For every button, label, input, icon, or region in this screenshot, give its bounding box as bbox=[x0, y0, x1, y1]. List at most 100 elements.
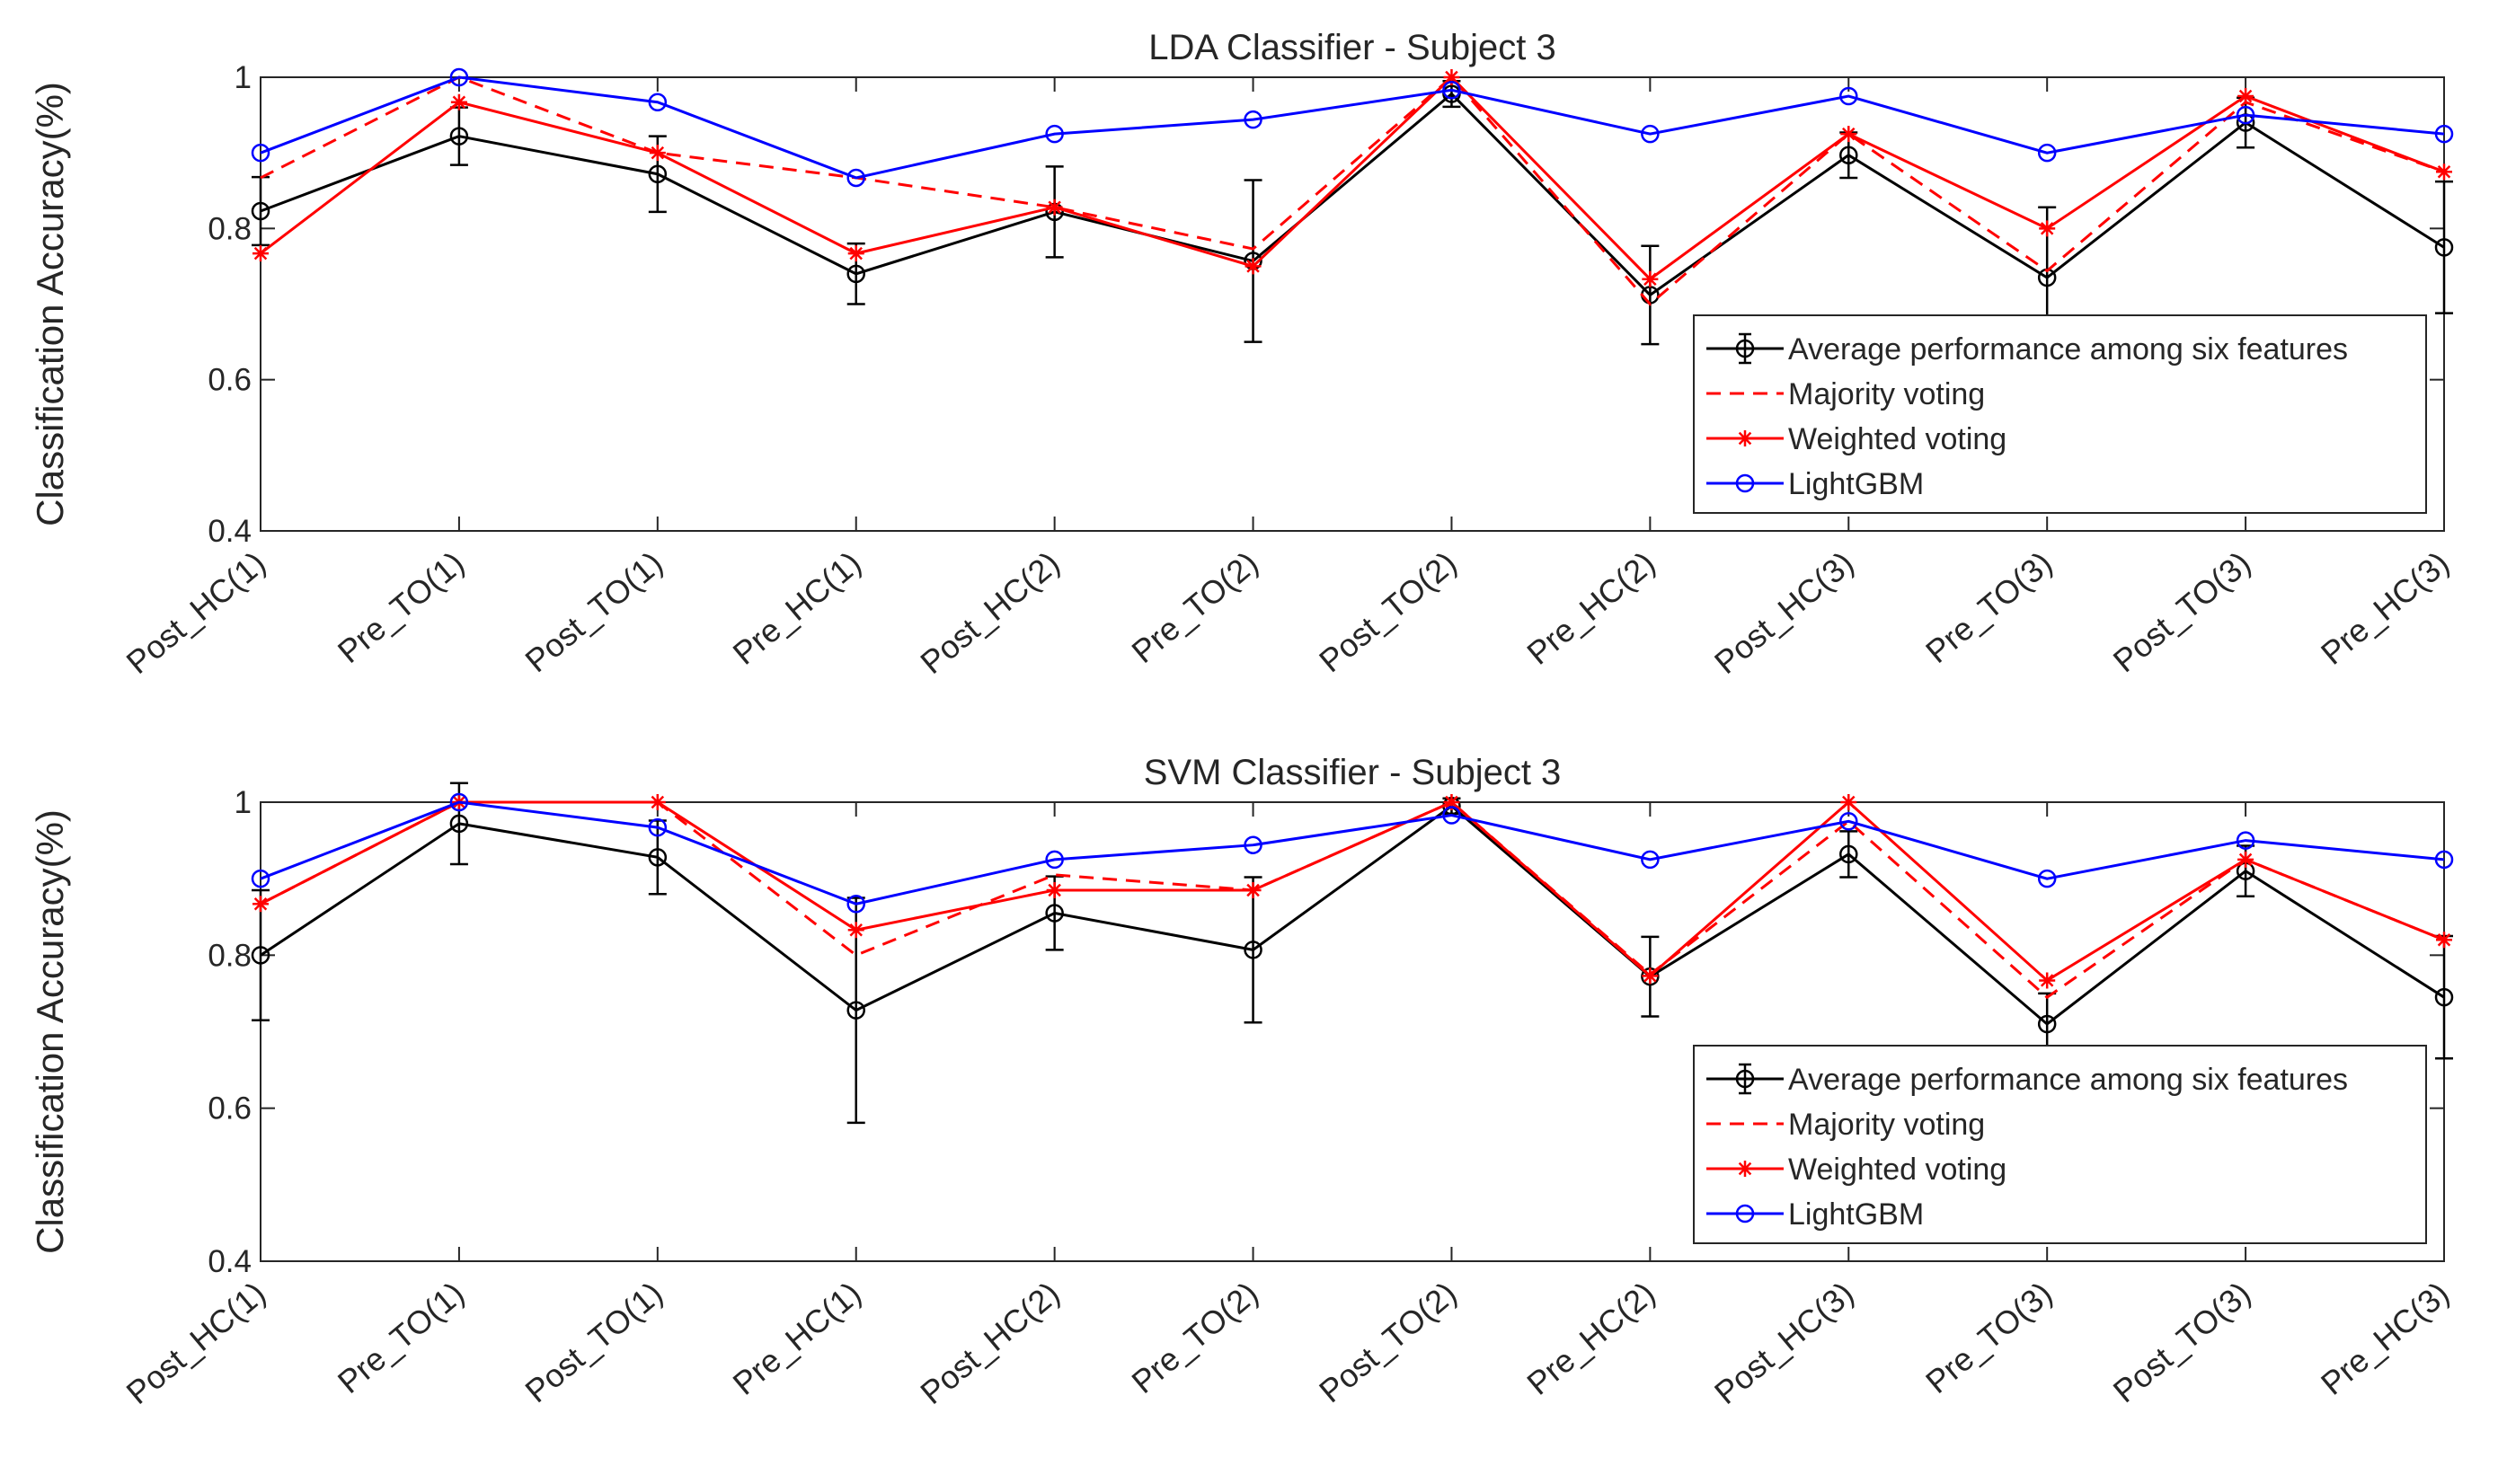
legend-label: Weighted voting bbox=[1788, 422, 2006, 456]
data-point bbox=[2434, 850, 2454, 870]
y-tick-label: 1 bbox=[235, 785, 252, 820]
x-tick-label: Post_TO(1) bbox=[518, 1275, 669, 1410]
series-line bbox=[260, 75, 2445, 180]
y-tick-label: 0.8 bbox=[208, 211, 252, 246]
x-tick-label: Pre_HC(3) bbox=[2314, 544, 2456, 672]
x-tick-label: Post_HC(3) bbox=[1707, 1275, 1860, 1411]
x-tick-label: Pre_HC(2) bbox=[1519, 544, 1661, 672]
data-point bbox=[252, 245, 269, 262]
data-point bbox=[1244, 835, 1262, 854]
legend-label: Weighted voting bbox=[1788, 1153, 2006, 1187]
legend-marker bbox=[1737, 1161, 1753, 1177]
x-tick-label: Post_HC(2) bbox=[913, 544, 1066, 681]
series-line bbox=[260, 804, 2445, 1026]
data-point bbox=[2236, 831, 2255, 850]
data-point bbox=[847, 922, 864, 939]
data-point bbox=[846, 895, 865, 914]
series-line bbox=[260, 800, 2445, 905]
legend-marker bbox=[1735, 1204, 1755, 1223]
x-tick-label: Pre_TO(1) bbox=[331, 544, 471, 670]
data-point bbox=[2037, 1014, 2057, 1034]
data-point bbox=[1245, 881, 1262, 898]
data-point bbox=[648, 848, 668, 867]
data-point bbox=[1244, 941, 1262, 959]
data-point bbox=[1443, 794, 1460, 810]
series-line bbox=[260, 92, 2445, 297]
legend-label: Majority voting bbox=[1788, 377, 1985, 411]
data-point bbox=[2434, 238, 2454, 257]
legend-box bbox=[1693, 1045, 2427, 1244]
data-point bbox=[648, 93, 668, 112]
series-weighted-voting bbox=[252, 69, 2452, 287]
data-point bbox=[2434, 987, 2454, 1007]
x-tick-label: Post_TO(3) bbox=[2106, 544, 2257, 680]
x-tick-label: Pre_HC(1) bbox=[726, 544, 868, 672]
data-point bbox=[1045, 904, 1064, 923]
y-tick-label: 0.6 bbox=[208, 363, 252, 398]
x-tick-label: Post_TO(3) bbox=[2106, 1275, 2257, 1410]
x-tick-label: Post_TO(2) bbox=[1312, 544, 1463, 680]
data-point bbox=[648, 817, 668, 837]
data-point bbox=[1442, 806, 1461, 825]
x-tick-label: Pre_HC(2) bbox=[1519, 1275, 1661, 1402]
data-point bbox=[846, 264, 865, 284]
data-point bbox=[648, 164, 668, 183]
data-point bbox=[251, 946, 270, 965]
legend: Average performance among six features Ma… bbox=[1693, 1045, 2427, 1244]
y-axis-label: Classification Accuracy(%) bbox=[29, 82, 71, 526]
data-point bbox=[449, 792, 469, 812]
data-point bbox=[2436, 163, 2452, 181]
x-tick-label: Pre_HC(3) bbox=[2314, 1275, 2456, 1402]
legend-label: LightGBM bbox=[1788, 1197, 1924, 1232]
data-point bbox=[1641, 850, 1660, 870]
data-point bbox=[2237, 851, 2254, 868]
data-point bbox=[1045, 850, 1064, 870]
chart-title: SVM Classifier - Subject 3 bbox=[1144, 753, 1562, 792]
data-point bbox=[2037, 143, 2057, 163]
data-point bbox=[449, 67, 469, 87]
data-point bbox=[2434, 124, 2454, 144]
y-tick-label: 0.4 bbox=[208, 1244, 252, 1279]
data-point bbox=[649, 794, 666, 810]
data-point bbox=[1839, 812, 1858, 831]
data-point bbox=[1642, 270, 1659, 287]
y-tick-label: 0.4 bbox=[208, 514, 252, 549]
data-point bbox=[1642, 967, 1659, 985]
data-point bbox=[649, 145, 666, 162]
legend-marker bbox=[1735, 473, 1755, 493]
x-tick-label: Post_HC(1) bbox=[120, 544, 272, 681]
y-tick-label: 0.8 bbox=[208, 938, 252, 973]
x-tick-label: Post_HC(3) bbox=[1707, 544, 1860, 681]
x-tick-label: Pre_HC(1) bbox=[726, 1275, 868, 1402]
legend-label: Majority voting bbox=[1788, 1108, 1985, 1142]
data-point bbox=[2039, 220, 2056, 237]
x-tick-label: Pre_TO(2) bbox=[1125, 544, 1265, 670]
data-point bbox=[450, 93, 467, 110]
data-point bbox=[1840, 126, 1857, 143]
legend-label: Average performance among six features bbox=[1788, 1063, 2348, 1097]
data-point bbox=[449, 814, 469, 834]
data-point bbox=[1046, 199, 1063, 216]
data-point bbox=[252, 896, 269, 913]
x-tick-label: Pre_TO(2) bbox=[1125, 1275, 1265, 1400]
data-point bbox=[251, 143, 270, 163]
legend-box bbox=[1693, 314, 2427, 514]
data-point bbox=[846, 1001, 865, 1020]
x-tick-label: Pre_TO(3) bbox=[1918, 544, 2059, 670]
data-point bbox=[1442, 81, 1461, 100]
data-point bbox=[846, 168, 865, 188]
y-tick-label: 1 bbox=[235, 60, 252, 95]
x-tick-label: Post_HC(2) bbox=[913, 1275, 1066, 1411]
data-point bbox=[1641, 124, 1660, 144]
y-tick-label: 0.6 bbox=[208, 1091, 252, 1126]
data-point bbox=[251, 201, 270, 221]
legend-marker bbox=[1737, 430, 1753, 446]
data-point bbox=[847, 245, 864, 262]
chart-title: LDA Classifier - Subject 3 bbox=[1148, 28, 1556, 67]
data-point bbox=[1840, 794, 1857, 810]
x-tick-label: Post_HC(1) bbox=[120, 1275, 272, 1411]
data-point bbox=[1443, 69, 1460, 85]
legend-label: LightGBM bbox=[1788, 467, 1924, 501]
legend: Average performance among six features Ma… bbox=[1693, 314, 2427, 514]
